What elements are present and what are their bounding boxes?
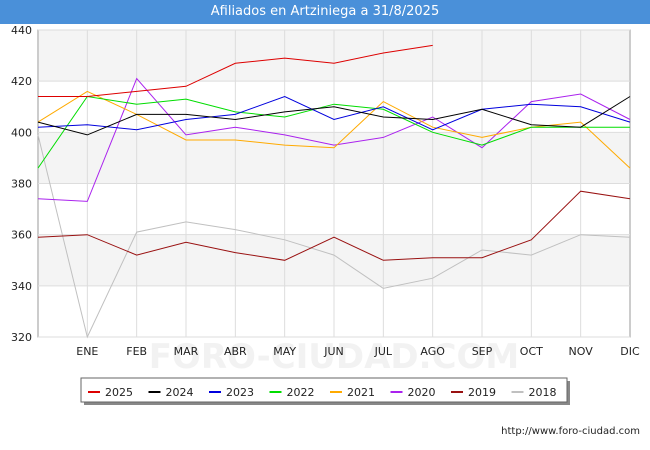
legend-label-2021: 2021: [347, 386, 375, 399]
footer-url: http://www.foro-ciudad.com: [501, 426, 640, 437]
legend-label-2023: 2023: [226, 386, 254, 399]
series-line-2020: [37, 77, 631, 202]
chart-title: Afiliados en Artziniega a 31/8/2025: [0, 0, 650, 24]
legend-label-2022: 2022: [287, 386, 315, 399]
x-tick-label: OCT: [520, 345, 543, 358]
x-tick-label: NOV: [569, 345, 594, 358]
x-tick-label: DIC: [620, 345, 640, 358]
x-tick-label: AGO: [420, 345, 445, 358]
legend-box: [80, 377, 568, 403]
legend-label-2024: 2024: [166, 386, 194, 399]
x-tick-label: JUN: [323, 345, 344, 358]
series-line-2022: [37, 95, 630, 169]
legend-label-2018: 2018: [529, 386, 557, 399]
x-tick-label: MAR: [174, 345, 199, 358]
legend-label-2025: 2025: [105, 386, 133, 399]
legend-label-2019: 2019: [468, 386, 496, 399]
series-line-2018: [37, 134, 631, 339]
x-tick-label: ABR: [224, 345, 247, 358]
y-tick-label: 440: [11, 24, 32, 37]
y-tick-label: 420: [11, 75, 32, 88]
series-line-2019: [37, 190, 631, 261]
x-tick-label: SEP: [472, 345, 493, 358]
series-line-2023: [37, 95, 631, 131]
y-tick-label: 380: [11, 178, 32, 191]
watermark: FORO-CIUDAD.COM: [149, 337, 520, 377]
x-tick-label: FEB: [126, 345, 147, 358]
x-tick-label: ENE: [76, 345, 98, 358]
x-tick-label: MAY: [273, 345, 296, 358]
y-tick-label: 360: [11, 229, 32, 242]
y-tick-label: 320: [11, 331, 32, 344]
y-tick-label: 340: [11, 280, 32, 293]
y-tick-label: 400: [11, 126, 32, 139]
series-line-2025: [38, 44, 433, 97]
legend-label-2020: 2020: [408, 386, 436, 399]
x-tick-label: JUL: [374, 345, 393, 358]
series-line-2024: [37, 96, 631, 136]
